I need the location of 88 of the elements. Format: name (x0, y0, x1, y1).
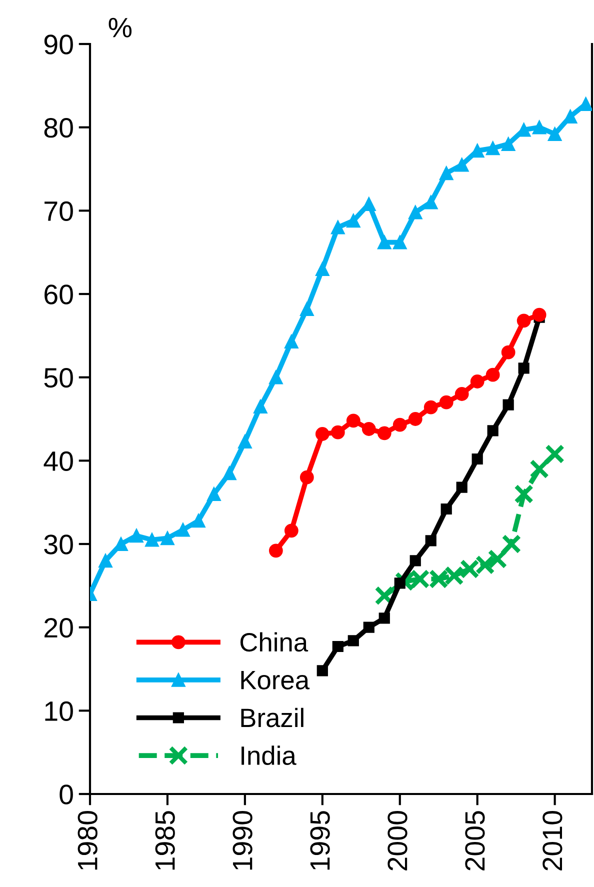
y-tick-label: 10 (45, 701, 73, 722)
legend-label: India (242, 746, 296, 766)
point (424, 400, 438, 414)
point (486, 368, 500, 382)
point (530, 459, 550, 479)
y-tick-label: 90 (44, 34, 73, 54)
x-tick-label: 1990 (232, 811, 252, 870)
point (363, 622, 374, 633)
point (207, 487, 221, 501)
point (424, 195, 438, 210)
point (545, 444, 565, 464)
y-tick-label: 70 (44, 201, 73, 222)
point (98, 554, 112, 568)
point (470, 374, 484, 388)
point (346, 214, 360, 228)
point (284, 524, 298, 538)
x-tick-label: 2010 (542, 811, 562, 870)
point (377, 426, 392, 440)
point (501, 137, 516, 151)
point (532, 120, 546, 134)
legend-label: Korea (241, 671, 310, 690)
legend-label: Brazil (241, 708, 304, 728)
point (176, 522, 190, 537)
point (330, 425, 345, 440)
point (518, 362, 530, 374)
point (145, 532, 159, 547)
point (362, 197, 376, 211)
point (315, 427, 330, 441)
point (439, 166, 454, 180)
x-tick-label: 1985 (155, 811, 175, 870)
point (563, 110, 578, 124)
y-axis-title: % (108, 18, 132, 38)
point (440, 503, 452, 515)
point (346, 414, 360, 428)
point (408, 412, 422, 426)
y-tick-label: 40 (44, 451, 73, 472)
point (425, 535, 436, 546)
point (454, 158, 469, 172)
point (516, 314, 531, 328)
point (377, 235, 392, 250)
point (472, 453, 483, 465)
point (456, 482, 468, 493)
point (192, 514, 206, 528)
point (486, 141, 500, 156)
point (284, 334, 298, 348)
point (502, 534, 522, 554)
point (315, 262, 330, 276)
point (439, 395, 454, 410)
point (502, 399, 514, 410)
x-tick-label: 1980 (78, 811, 98, 870)
point (268, 370, 283, 384)
point (501, 345, 516, 360)
point (392, 418, 407, 432)
point (454, 387, 469, 401)
point (268, 544, 283, 558)
point (300, 302, 314, 316)
point (362, 422, 376, 436)
point (488, 549, 508, 569)
x-tick-label: 2000 (388, 811, 408, 870)
y-tick-label: 0 (60, 784, 73, 804)
point (222, 466, 236, 480)
point (114, 537, 128, 551)
y-tick-label: 20 (44, 618, 73, 638)
point (532, 308, 546, 322)
point (408, 205, 422, 220)
point (487, 425, 498, 436)
point (332, 640, 344, 652)
y-tick-label: 80 (44, 118, 73, 138)
point (160, 531, 174, 546)
point (548, 127, 562, 141)
point (394, 578, 406, 589)
point (238, 434, 252, 448)
point (316, 665, 328, 676)
point (253, 400, 268, 414)
point (378, 612, 390, 624)
y-tick-label: 50 (44, 368, 73, 388)
point (348, 635, 359, 646)
x-tick-label: 2005 (465, 811, 485, 870)
point (392, 235, 407, 250)
point (514, 484, 534, 504)
point (410, 555, 421, 566)
point (330, 220, 345, 234)
x-tick-label: 1995 (310, 811, 330, 870)
y-tick-label: 30 (44, 534, 73, 554)
point (130, 528, 144, 543)
point (300, 470, 314, 484)
y-tick-label: 60 (44, 284, 73, 304)
legend-label: China (240, 632, 308, 652)
